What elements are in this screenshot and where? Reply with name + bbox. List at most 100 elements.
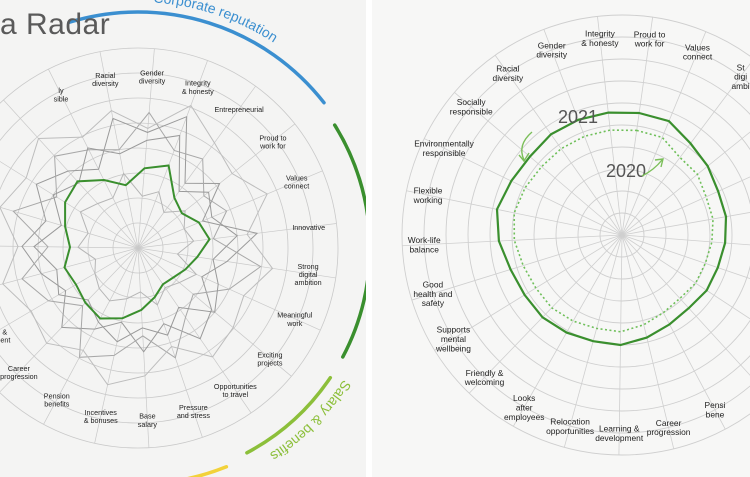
spoke <box>43 247 139 425</box>
group-arc <box>245 375 333 455</box>
spoke <box>411 234 623 301</box>
arrow-2021 <box>521 131 533 161</box>
group-arc <box>186 465 229 477</box>
group-label-corporate-reputation: Corporate reputation <box>153 0 281 45</box>
axis-label: Learning &development <box>0 327 10 344</box>
spoke <box>137 247 336 279</box>
spoke <box>621 234 750 279</box>
spoke <box>137 247 252 414</box>
spoke <box>621 234 726 430</box>
grid-ring <box>467 80 750 390</box>
spoke <box>621 234 750 246</box>
axis-label: Proud to work for <box>259 133 286 150</box>
spoke <box>137 48 155 249</box>
axis-label: Career progression <box>647 418 691 437</box>
grid-ring <box>423 36 750 434</box>
grid-ring <box>37 147 239 349</box>
series-line <box>77 172 198 306</box>
axis-label: Values connect <box>683 42 713 61</box>
series-2020-line <box>513 129 714 333</box>
spoke <box>512 234 623 427</box>
axis-label: Values connect <box>284 174 309 191</box>
series-line <box>12 111 262 359</box>
axis-label: Looks after employees <box>504 393 545 422</box>
axis-label: Meaningful work <box>277 311 313 328</box>
axis-label: Exciting projects <box>257 350 283 367</box>
axis-label: Learning &development <box>595 423 644 442</box>
axis-label: Supports mental wellbeing <box>435 324 471 353</box>
spoke <box>597 16 623 236</box>
spoke <box>621 234 675 449</box>
arrow-2021-head <box>518 152 530 163</box>
spoke <box>137 123 296 249</box>
axis-label: Strong digital ambition <box>295 262 322 287</box>
spoke <box>137 247 203 438</box>
axis-label: Incentives & bonuses <box>84 408 118 425</box>
right-radar-chart: Proud to work for Values connect St digi ambi P… <box>401 14 750 456</box>
spoke <box>621 234 750 376</box>
axis-label: Gender diversity <box>536 40 568 59</box>
chart-title: a Radar <box>0 8 111 41</box>
grid-ring <box>12 122 264 374</box>
axis-label: Entrepreneurial <box>215 105 265 114</box>
axis-label: Innovative <box>292 223 325 232</box>
spoke <box>0 247 139 393</box>
axis-label: Base salary <box>138 412 158 429</box>
spoke <box>434 234 623 351</box>
left-radar-panel: a Radar Entrepreneurial Proud to work for V… <box>0 0 366 477</box>
grid-ring <box>555 168 689 302</box>
grid-ring <box>0 72 314 424</box>
axis-label: Integrity & honesty <box>182 79 214 96</box>
axis-label: Environmentally responsible <box>414 139 474 158</box>
axis-label: Racial diversity <box>493 64 525 83</box>
spoke <box>137 60 208 249</box>
spoke <box>94 247 139 444</box>
grid-ring <box>87 197 189 299</box>
radar-grid <box>0 47 339 449</box>
series-line <box>33 134 238 343</box>
axis-label: Pension benefits <box>44 392 70 409</box>
series-line <box>0 104 274 386</box>
grid-ring <box>401 14 750 456</box>
spoke <box>543 29 623 236</box>
axis-label: Opportunities to travel <box>214 382 257 399</box>
right-radar-panel: Proud to work for Values connect St digi ambi P… <box>372 0 750 477</box>
spoke <box>454 92 623 236</box>
panel-divider <box>366 0 372 477</box>
spoke <box>137 247 150 448</box>
group-label-salary-benefits: Salary & benefits <box>268 378 355 465</box>
axis-label: Integrity & honesty <box>581 29 619 48</box>
axis-label: Work-life balance <box>408 235 441 254</box>
grid-ring <box>0 97 289 399</box>
spoke <box>137 170 323 249</box>
spoke <box>621 63 750 236</box>
axis-label: Flexible working <box>413 186 443 205</box>
spoke <box>0 206 139 249</box>
axis-label: Racial diversity <box>92 71 119 88</box>
left-radar-chart: Entrepreneurial Proud to work for Values con… <box>0 0 366 477</box>
spoke <box>3 99 139 249</box>
series-line <box>63 164 211 320</box>
group-arc <box>332 123 366 359</box>
series-line <box>21 115 259 353</box>
spoke <box>621 234 750 320</box>
series-label-2021: 2021 <box>558 107 598 127</box>
axis-label: Career progression <box>0 364 38 381</box>
spoke <box>48 69 139 249</box>
spoke <box>621 212 750 236</box>
axis-label: Good health and safety <box>413 279 452 308</box>
axis-label: Relocation opportunities <box>546 416 594 435</box>
group-arc <box>67 10 326 105</box>
spoke <box>424 138 623 236</box>
arrow-2020 <box>641 159 663 177</box>
spoke <box>406 190 623 236</box>
axis-label: Proud to work for <box>634 29 666 48</box>
grid-ring <box>489 102 750 368</box>
spoke <box>468 234 623 394</box>
grid-ring <box>577 190 667 280</box>
series-2021-line <box>495 111 728 347</box>
spoke <box>494 54 623 236</box>
arrow-2020-head <box>654 158 664 168</box>
grid-ring <box>533 146 711 324</box>
spoke <box>621 17 654 236</box>
